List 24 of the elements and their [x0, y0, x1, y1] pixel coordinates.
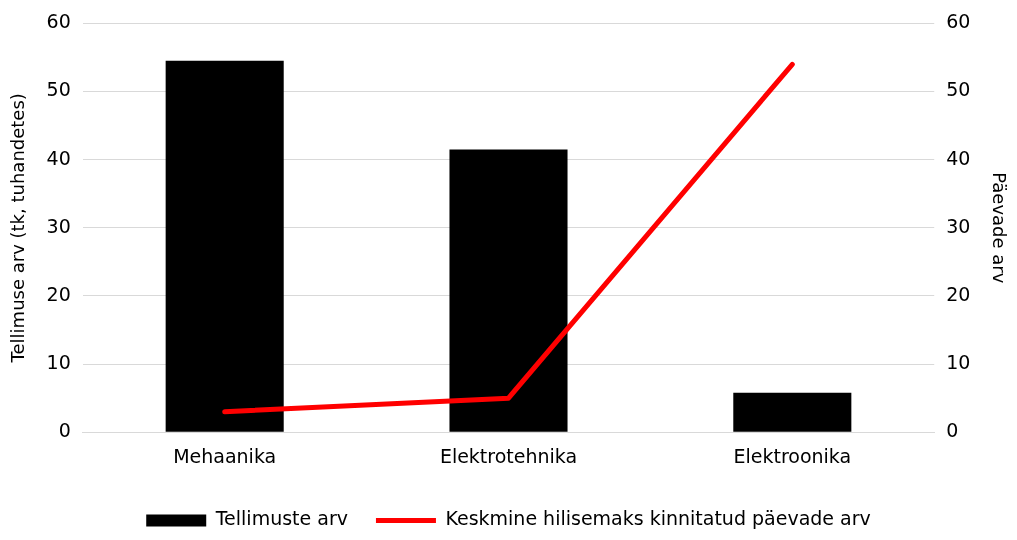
y2-tick-label: 60 — [946, 10, 971, 33]
y-tick-label: 40 — [46, 146, 71, 169]
x-tick-label: Mehaanika — [173, 444, 277, 467]
y2-tick-label: 20 — [946, 282, 971, 305]
y-axis-title: Tellimuse arv (tk, tuhandetes) — [7, 93, 29, 364]
legend-label: Tellimuste arv — [214, 507, 348, 530]
y2-tick-label: 10 — [946, 351, 971, 373]
y-tick-label: 10 — [46, 351, 71, 373]
y-tick-label: 0 — [58, 419, 71, 442]
bar — [165, 60, 284, 432]
x-tick-label: Elektroonika — [733, 444, 852, 467]
y2-tick-label: 40 — [946, 146, 971, 169]
y-tick-label: 60 — [46, 10, 71, 33]
legend-label: Keskmine hilisemaks kinnitatud päevade arv — [445, 507, 871, 530]
y-tick-label: 50 — [46, 78, 71, 101]
y2-axis-title: Päevade arv — [988, 172, 1010, 284]
y-tick-label: 30 — [46, 214, 71, 237]
y2-tick-label: 0 — [946, 419, 959, 442]
bar — [449, 149, 568, 432]
x-tick-label: Elektrotehnika — [439, 444, 578, 467]
y-tick-label: 20 — [46, 282, 71, 305]
y2-tick-label: 50 — [946, 78, 971, 101]
y2-tick-label: 30 — [946, 214, 971, 237]
bar — [733, 392, 852, 432]
